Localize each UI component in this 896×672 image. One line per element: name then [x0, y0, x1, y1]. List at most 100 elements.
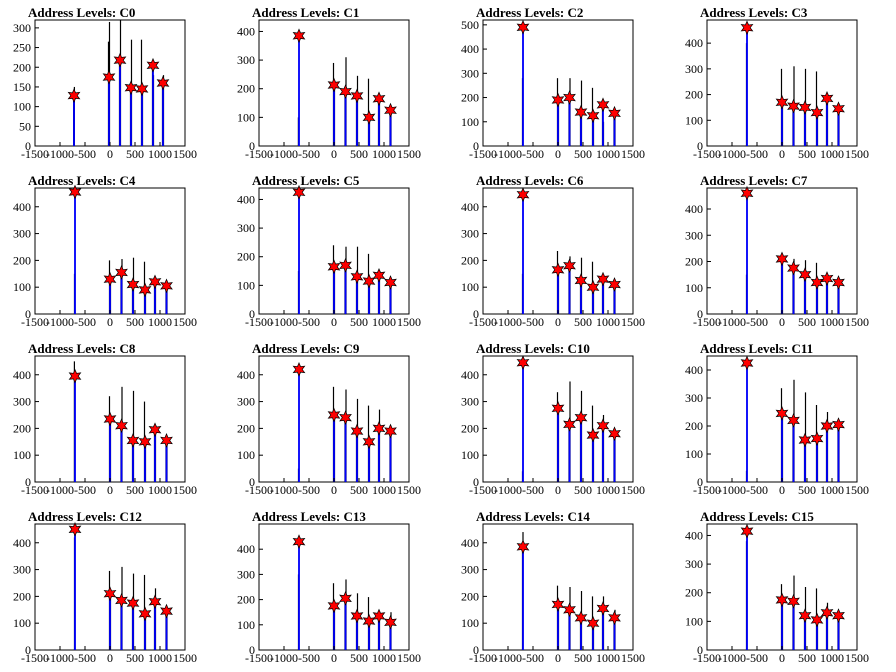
peak-star-marker: [820, 91, 834, 106]
peak-star-marker: [327, 259, 341, 275]
chart-title: Address Levels: C15: [700, 509, 814, 524]
x-tick-label: 1500: [173, 147, 197, 161]
peak-star-marker: [596, 97, 610, 113]
x-tick-label: -1000: [494, 483, 522, 497]
peak-star-marker: [156, 75, 170, 91]
x-tick-label: -500: [522, 483, 544, 497]
peak-star-marker: [787, 413, 800, 428]
chart-panel: Address Levels: C1 0 100 200 300 400 -1500-100…: [237, 5, 421, 161]
x-tick-label: 0: [555, 483, 561, 497]
x-tick-label: -1000: [270, 315, 298, 329]
y-tick-label: 200: [13, 60, 31, 74]
x-tick-label: 1500: [397, 147, 421, 161]
y-tick-label: 100: [461, 115, 479, 129]
y-tick-label: 400: [13, 368, 31, 382]
x-tick-label: 1500: [845, 483, 869, 497]
y-tick-label: 0: [473, 139, 479, 153]
x-tick-label: -1000: [46, 315, 74, 329]
peak-star-marker: [68, 184, 82, 200]
chart-panel: Address Levels: C7 0 100 200 300 400 -1500-100…: [685, 173, 869, 329]
x-tick-label: -1000: [494, 315, 522, 329]
peak-star-marker: [574, 410, 588, 426]
x-tick-label: 500: [574, 147, 592, 161]
x-tick-label: -1500: [693, 651, 721, 665]
peak-star-marker: [596, 601, 610, 616]
x-tick-label: -500: [522, 651, 544, 665]
y-tick-label: 400: [461, 536, 479, 550]
chart-panel: Address Levels: C8 0 100 200 300 400 -1500-100…: [13, 341, 197, 497]
y-tick-label: 200: [13, 421, 31, 435]
peak-star-marker: [103, 411, 117, 427]
x-tick-label: 1500: [621, 315, 645, 329]
peak-star-marker: [339, 590, 352, 606]
peak-star-marker: [798, 100, 812, 115]
x-tick-label: -1500: [245, 315, 273, 329]
peak-star-marker: [148, 274, 162, 290]
x-tick-label: 0: [107, 483, 113, 497]
x-tick-label: -1500: [693, 483, 721, 497]
peak-star-marker: [798, 608, 812, 624]
chart-panel: Address Levels: C11 0 100 200 300 400 -1500-10…: [685, 341, 869, 497]
x-tick-label: -500: [522, 147, 544, 161]
peak-star-marker: [787, 593, 800, 609]
y-tick-label: 300: [237, 53, 255, 67]
y-tick-label: 0: [25, 643, 31, 657]
y-tick-label: 200: [237, 421, 255, 435]
peak-star-marker: [350, 88, 364, 104]
x-tick-label: 500: [574, 483, 592, 497]
chart-title: Address Levels: C3: [700, 5, 808, 20]
x-tick-label: 500: [350, 315, 368, 329]
x-tick-label: -1000: [718, 147, 746, 161]
peak-star-marker: [608, 610, 621, 626]
x-tick-label: 1500: [621, 651, 645, 665]
y-tick-label: 200: [685, 419, 703, 433]
chart-title: Address Levels: C12: [28, 509, 142, 524]
x-tick-label: 1500: [397, 483, 421, 497]
peak-star-marker: [68, 521, 82, 537]
y-tick-label: 400: [461, 42, 479, 56]
x-tick-label: 1500: [397, 315, 421, 329]
chart-panel: Address Levels: C9 0 100 200 300 400 -1500-100…: [237, 341, 421, 497]
peak-star-marker: [372, 91, 386, 107]
y-tick-label: 100: [237, 448, 255, 462]
x-tick-label: 1000: [820, 651, 844, 665]
peak-star-marker: [292, 362, 306, 377]
y-tick-label: 400: [13, 536, 31, 550]
chart-panel: Address Levels: C15 0 100 200 300 400 -1500-10…: [685, 509, 869, 665]
y-tick-label: 100: [13, 100, 31, 114]
x-tick-label: 1500: [397, 651, 421, 665]
x-tick-label: 500: [350, 651, 368, 665]
peak-star-marker: [115, 265, 128, 280]
chart-title: Address Levels: C7: [700, 173, 808, 188]
peak-star-marker: [740, 355, 754, 371]
peak-star-marker: [820, 605, 834, 621]
peak-star-marker: [372, 267, 386, 283]
y-tick-label: 150: [13, 80, 31, 94]
x-tick-label: -1000: [718, 651, 746, 665]
peak-star-marker: [563, 602, 576, 618]
y-tick-label: 100: [685, 447, 703, 461]
y-tick-label: 0: [249, 139, 255, 153]
peak-star-marker: [574, 273, 588, 288]
peak-star-marker: [384, 275, 397, 290]
peak-star-marker: [124, 80, 138, 96]
x-tick-label: -1500: [21, 483, 49, 497]
chart-panel: Address Levels: C13 0 100 200 300 400 -1500-10…: [237, 509, 421, 665]
y-tick-label: 300: [237, 221, 255, 235]
chart-title: Address Levels: C4: [28, 173, 136, 188]
peak-star-marker: [67, 88, 81, 103]
peak-star-marker: [68, 368, 82, 384]
y-tick-label: 100: [461, 616, 479, 630]
x-tick-label: 1500: [621, 147, 645, 161]
peak-star-marker: [832, 275, 845, 290]
peak-star-marker: [350, 423, 364, 439]
chart-title: Address Levels: C13: [252, 509, 366, 524]
y-tick-label: 0: [25, 475, 31, 489]
peak-star-marker: [146, 57, 160, 73]
y-tick-label: 400: [461, 368, 479, 382]
x-tick-label: 0: [107, 147, 113, 161]
y-tick-label: 50: [19, 119, 31, 133]
x-tick-label: 0: [779, 651, 785, 665]
peak-star-marker: [551, 92, 565, 108]
x-tick-label: -1500: [245, 147, 273, 161]
